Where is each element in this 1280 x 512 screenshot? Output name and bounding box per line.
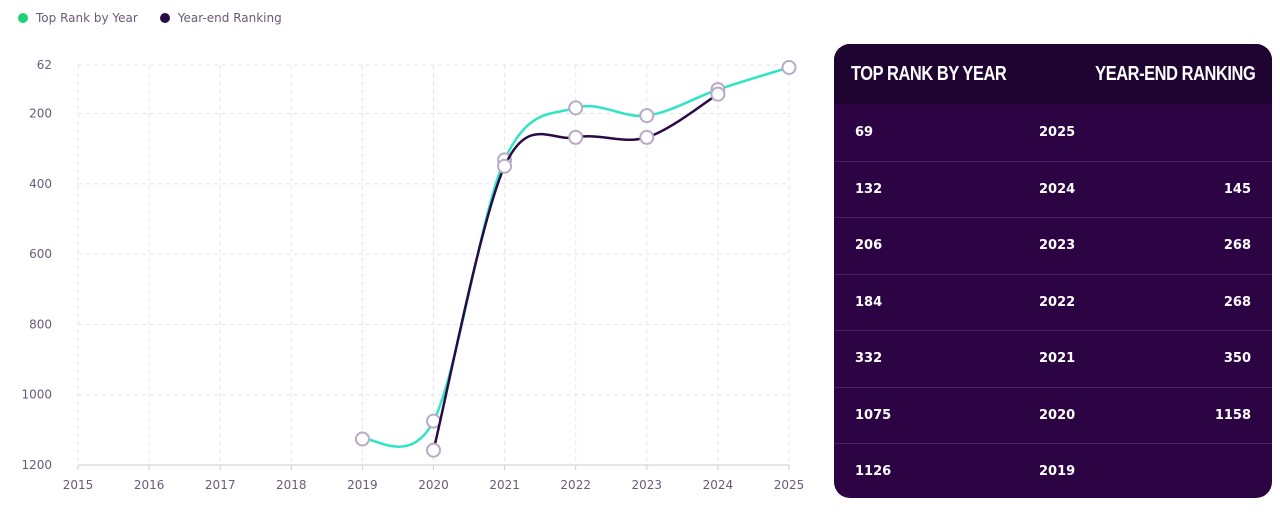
ranking-table-header: TOP RANK BY YEAR YEAR-END RANKING <box>834 44 1272 104</box>
table-row: 332 2021 350 <box>834 330 1272 387</box>
cell-year-end-rank: 268 <box>1223 238 1251 254</box>
x-tick-label: 2020 <box>418 478 449 492</box>
cell-top-rank: 206 <box>855 238 883 254</box>
y-tick-label: 200 <box>29 107 52 121</box>
grid-lines <box>77 64 790 466</box>
data-point-year-end <box>426 442 441 458</box>
cell-top-rank: 1075 <box>855 407 892 423</box>
y-tick-label: 1000 <box>21 388 52 402</box>
ranking-line-chart: 62 200 400 600 800 1000 1200 2015 2016 2017 2018 20… <box>21 58 805 492</box>
cell-top-rank: 69 <box>855 124 874 140</box>
x-tick-label: 2018 <box>276 478 307 492</box>
x-tick-label: 2017 <box>205 478 236 492</box>
y-tick-label: 62 <box>37 58 52 72</box>
legend-dot-top-rank <box>18 13 28 23</box>
table-row: 69 2025 <box>834 104 1272 161</box>
x-tick-label: 2024 <box>703 478 734 492</box>
header-year-end-ranking: YEAR-END RANKING <box>1094 62 1256 85</box>
cell-year: 2019 <box>1039 464 1076 480</box>
legend-item-year-end[interactable]: Year-end Ranking <box>159 11 282 25</box>
data-point-year-end <box>497 158 513 174</box>
table-row: 132 2024 145 <box>834 160 1272 218</box>
data-point-top-rank <box>781 59 797 75</box>
cell-year-end-rank: 145 <box>1223 181 1251 197</box>
cell-year: 2022 <box>1039 294 1076 310</box>
y-tick-label: 1200 <box>21 458 52 472</box>
y-tick-label: 600 <box>29 247 52 261</box>
x-tick-label: 2021 <box>489 478 520 492</box>
data-point-top-rank <box>639 108 655 124</box>
x-tick-label: 2019 <box>347 478 378 492</box>
cell-top-rank: 1126 <box>855 464 892 480</box>
chart-legend: Top Rank by Year Year-end Ranking <box>18 11 282 25</box>
cell-top-rank: 184 <box>855 294 883 310</box>
cell-top-rank: 132 <box>855 181 883 197</box>
data-point-top-rank <box>354 431 370 447</box>
ranking-table-panel: TOP RANK BY YEAR YEAR-END RANKING 69 202… <box>834 44 1272 498</box>
ranking-table-body: 69 2025 132 2024 145 206 2023 268 184 20… <box>834 104 1272 498</box>
data-point-year-end <box>639 129 655 145</box>
table-row: 1075 2020 1158 <box>834 386 1272 444</box>
y-tick-label: 400 <box>29 177 52 191</box>
cell-year: 2023 <box>1039 238 1076 254</box>
legend-item-top-rank[interactable]: Top Rank by Year <box>18 11 138 25</box>
cell-year: 2020 <box>1039 407 1076 423</box>
table-row: 184 2022 268 <box>834 273 1272 331</box>
x-tick-label: 2022 <box>560 478 591 492</box>
cell-year: 2024 <box>1039 181 1076 197</box>
legend-label-top-rank: Top Rank by Year <box>36 11 138 25</box>
legend-dot-year-end <box>159 13 170 23</box>
x-tick-label: 2025 <box>774 478 805 492</box>
cell-year: 2021 <box>1039 351 1076 367</box>
cell-year-end-rank: 268 <box>1223 294 1251 310</box>
cell-top-rank: 332 <box>855 351 883 367</box>
table-row: 1126 2019 <box>834 443 1272 498</box>
cell-year-end-rank: 350 <box>1223 351 1251 367</box>
table-row: 206 2023 268 <box>834 217 1272 274</box>
cell-year: 2025 <box>1039 124 1076 140</box>
x-tick-label: 2016 <box>134 478 165 492</box>
data-point-year-end <box>568 129 584 145</box>
legend-label-year-end: Year-end Ranking <box>177 11 282 25</box>
data-point-year-end <box>710 86 726 102</box>
data-point-top-rank <box>568 100 584 116</box>
y-tick-label: 800 <box>29 317 52 331</box>
series-line-year-end <box>432 93 719 451</box>
header-top-rank-by-year: TOP RANK BY YEAR <box>851 62 1007 85</box>
cell-year-end-rank: 1158 <box>1214 407 1251 423</box>
x-tick-label: 2015 <box>63 478 94 492</box>
x-tick-label: 2023 <box>632 478 663 492</box>
